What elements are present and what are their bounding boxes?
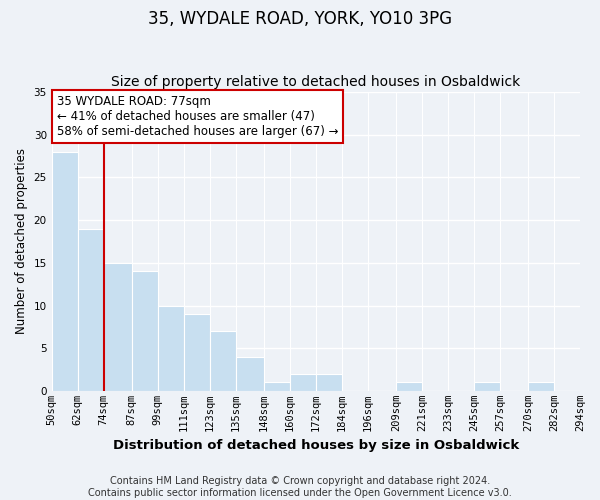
Bar bbox=[132, 272, 158, 391]
Bar bbox=[290, 374, 316, 391]
Text: 35, WYDALE ROAD, YORK, YO10 3PG: 35, WYDALE ROAD, YORK, YO10 3PG bbox=[148, 10, 452, 28]
Bar bbox=[396, 382, 422, 391]
Bar bbox=[528, 382, 554, 391]
Bar bbox=[104, 263, 132, 391]
Title: Size of property relative to detached houses in Osbaldwick: Size of property relative to detached ho… bbox=[111, 76, 520, 90]
Bar bbox=[184, 314, 210, 391]
Bar bbox=[236, 356, 264, 391]
X-axis label: Distribution of detached houses by size in Osbaldwick: Distribution of detached houses by size … bbox=[113, 440, 519, 452]
Bar bbox=[316, 374, 342, 391]
Text: Contains HM Land Registry data © Crown copyright and database right 2024.
Contai: Contains HM Land Registry data © Crown c… bbox=[88, 476, 512, 498]
Y-axis label: Number of detached properties: Number of detached properties bbox=[15, 148, 28, 334]
Bar bbox=[52, 152, 77, 391]
Bar bbox=[474, 382, 500, 391]
Bar bbox=[158, 306, 184, 391]
Text: 35 WYDALE ROAD: 77sqm
← 41% of detached houses are smaller (47)
58% of semi-deta: 35 WYDALE ROAD: 77sqm ← 41% of detached … bbox=[57, 95, 338, 138]
Bar bbox=[77, 228, 104, 391]
Bar bbox=[210, 331, 236, 391]
Bar bbox=[264, 382, 290, 391]
Bar bbox=[580, 382, 600, 391]
